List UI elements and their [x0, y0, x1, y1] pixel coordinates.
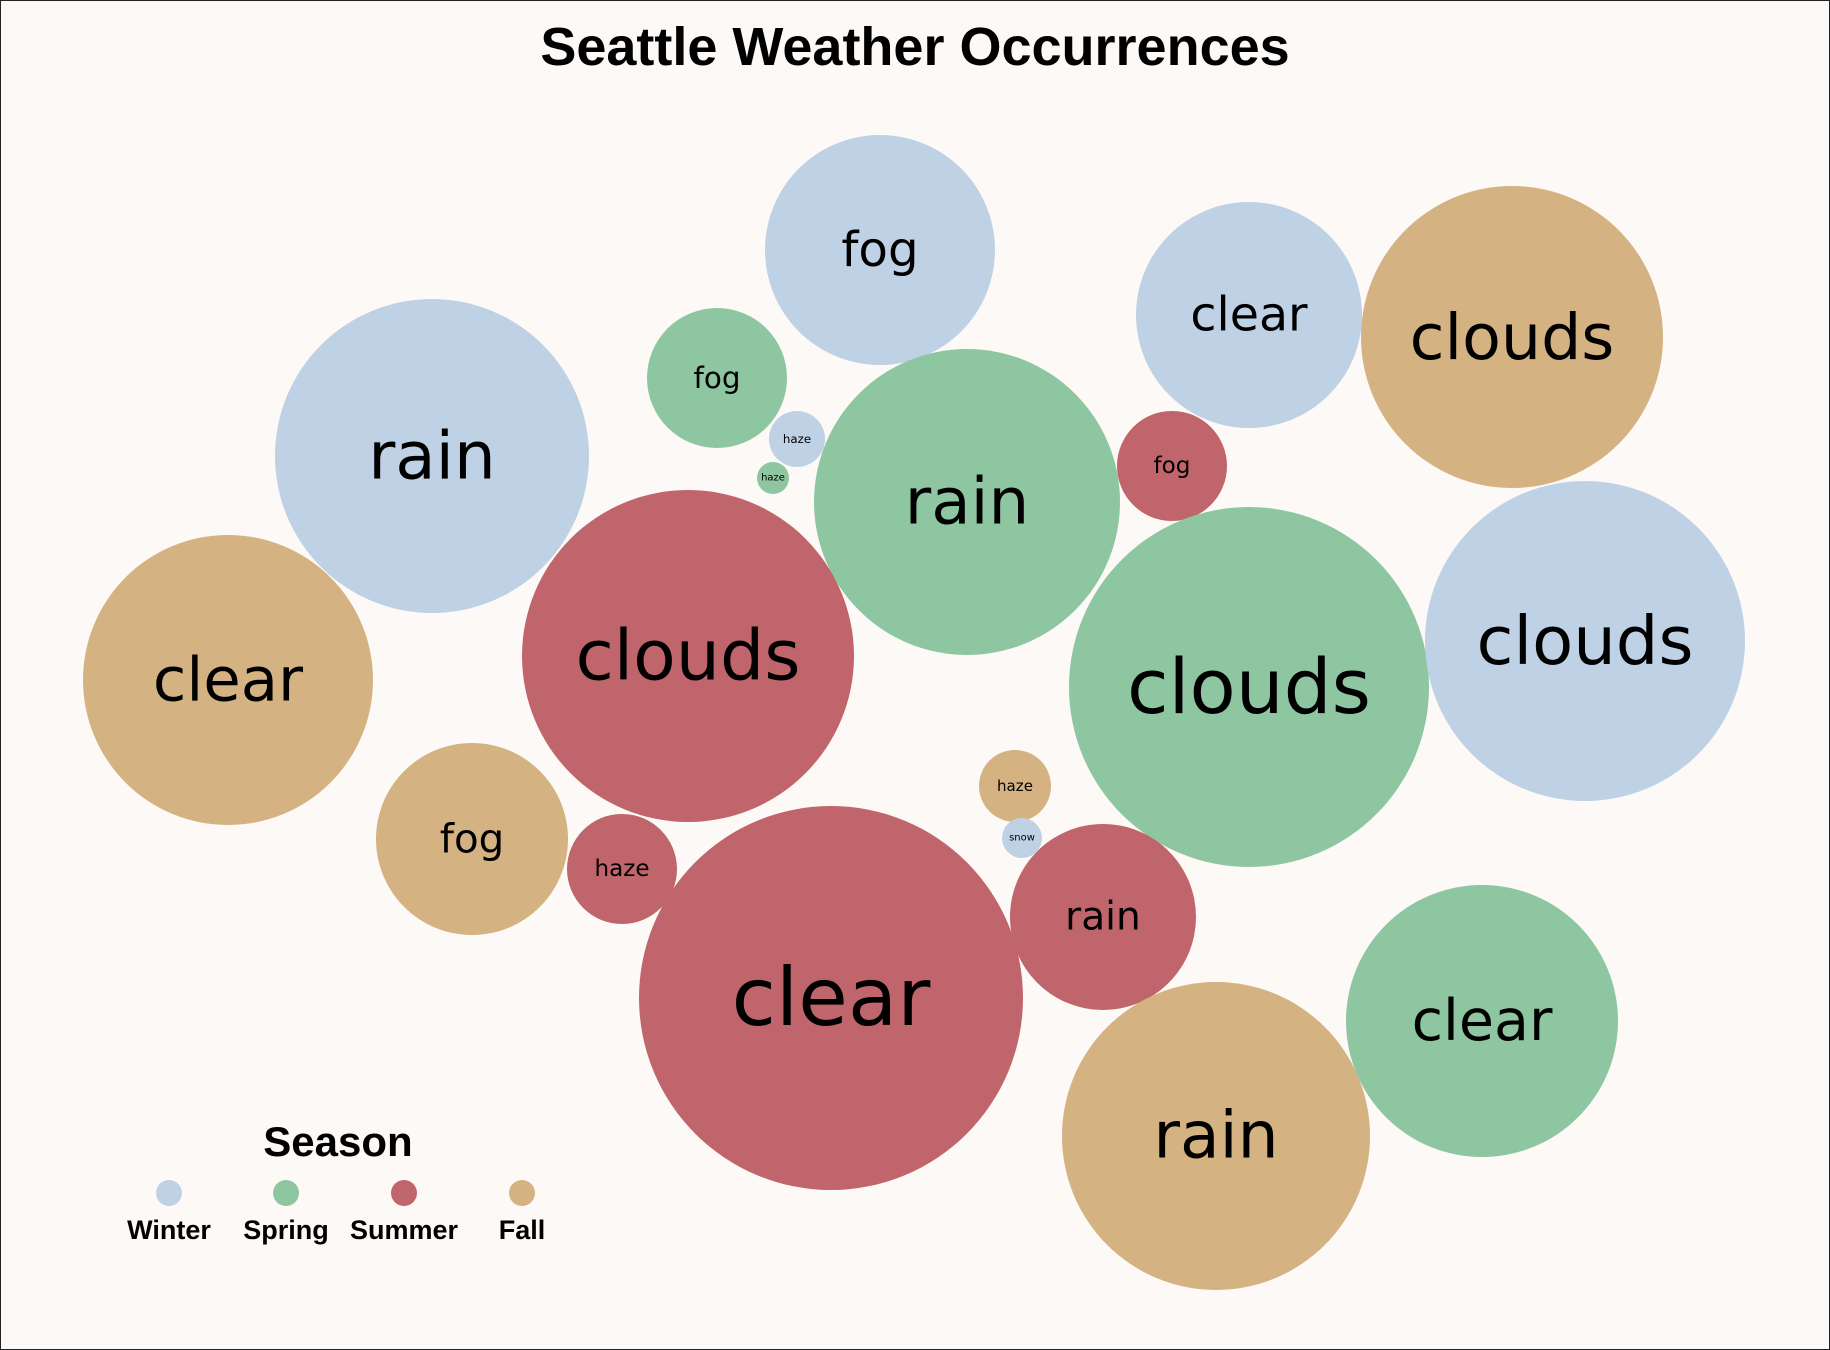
- bubble-winter-snow: [1002, 818, 1042, 858]
- bubble-winter-fog: [765, 135, 995, 365]
- bubble-summer-rain: [1010, 824, 1196, 1010]
- bubble-label: rain: [905, 465, 1029, 540]
- bubble-label: haze: [594, 856, 649, 882]
- bubble-spring-haze: [757, 462, 789, 494]
- bubble-winter-clear: [1136, 202, 1362, 428]
- bubble-spring-clear: [1346, 885, 1618, 1157]
- bubble-label: clear: [1412, 988, 1553, 1054]
- legend-title: Season: [263, 1118, 412, 1165]
- bubble-summer-clouds: [522, 490, 854, 822]
- legend-swatch-winter: [156, 1180, 182, 1206]
- bubble-label: fog: [694, 361, 741, 395]
- bubble-summer-haze: [567, 814, 677, 924]
- bubble-label: clouds: [1127, 643, 1371, 731]
- bubble-group: fog fog clear clouds rain haze haze rain fog clea…: [83, 135, 1745, 1290]
- bubble-spring-clouds: [1069, 507, 1429, 867]
- bubble-label: haze: [997, 777, 1033, 795]
- bubble-label: fog: [1154, 453, 1191, 479]
- bubble-spring-rain: [814, 349, 1120, 655]
- bubble-label: clouds: [575, 616, 800, 697]
- legend-label-spring: Spring: [243, 1215, 329, 1245]
- bubble-fall-clear: [83, 535, 373, 825]
- bubble-label: snow: [1009, 833, 1035, 844]
- bubble-label: fog: [841, 222, 918, 278]
- legend-label-winter: Winter: [127, 1215, 211, 1245]
- bubble-label: haze: [761, 473, 785, 484]
- bubble-label: rain: [1153, 1099, 1278, 1174]
- bubble-label: clear: [1190, 288, 1308, 343]
- bubble-winter-rain: [275, 299, 589, 613]
- legend: Season Winter Spring Summer Fall: [127, 1118, 545, 1245]
- bubble-fall-rain: [1062, 982, 1370, 1290]
- bubble-fall-clouds: [1361, 186, 1663, 488]
- bubble-label: clear: [732, 951, 932, 1045]
- bubble-label: haze: [783, 432, 811, 446]
- bubble-spring-fog: [647, 308, 787, 448]
- legend-entries: Winter Spring Summer Fall: [127, 1180, 545, 1245]
- bubble-label: rain: [368, 418, 496, 495]
- legend-label-fall: Fall: [499, 1215, 546, 1245]
- bubble-summer-fog: [1117, 411, 1227, 521]
- bubble-winter-clouds: [1425, 481, 1745, 801]
- bubble-fall-fog: [376, 743, 568, 935]
- bubble-label: rain: [1065, 895, 1141, 940]
- bubble-fall-haze: [979, 750, 1051, 822]
- bubble-summer-clear: [639, 806, 1023, 1190]
- bubble-label: clear: [153, 645, 304, 716]
- legend-swatch-fall: [509, 1180, 535, 1206]
- chart-title: Seattle Weather Occurrences: [540, 17, 1289, 77]
- bubble-winter-haze: [769, 411, 825, 467]
- legend-label-summer: Summer: [350, 1215, 459, 1245]
- legend-swatch-spring: [273, 1180, 299, 1206]
- bubble-label: clouds: [1410, 300, 1615, 374]
- legend-swatch-summer: [391, 1180, 417, 1206]
- bubble-label: fog: [440, 816, 504, 863]
- bubble-label: clouds: [1477, 602, 1694, 680]
